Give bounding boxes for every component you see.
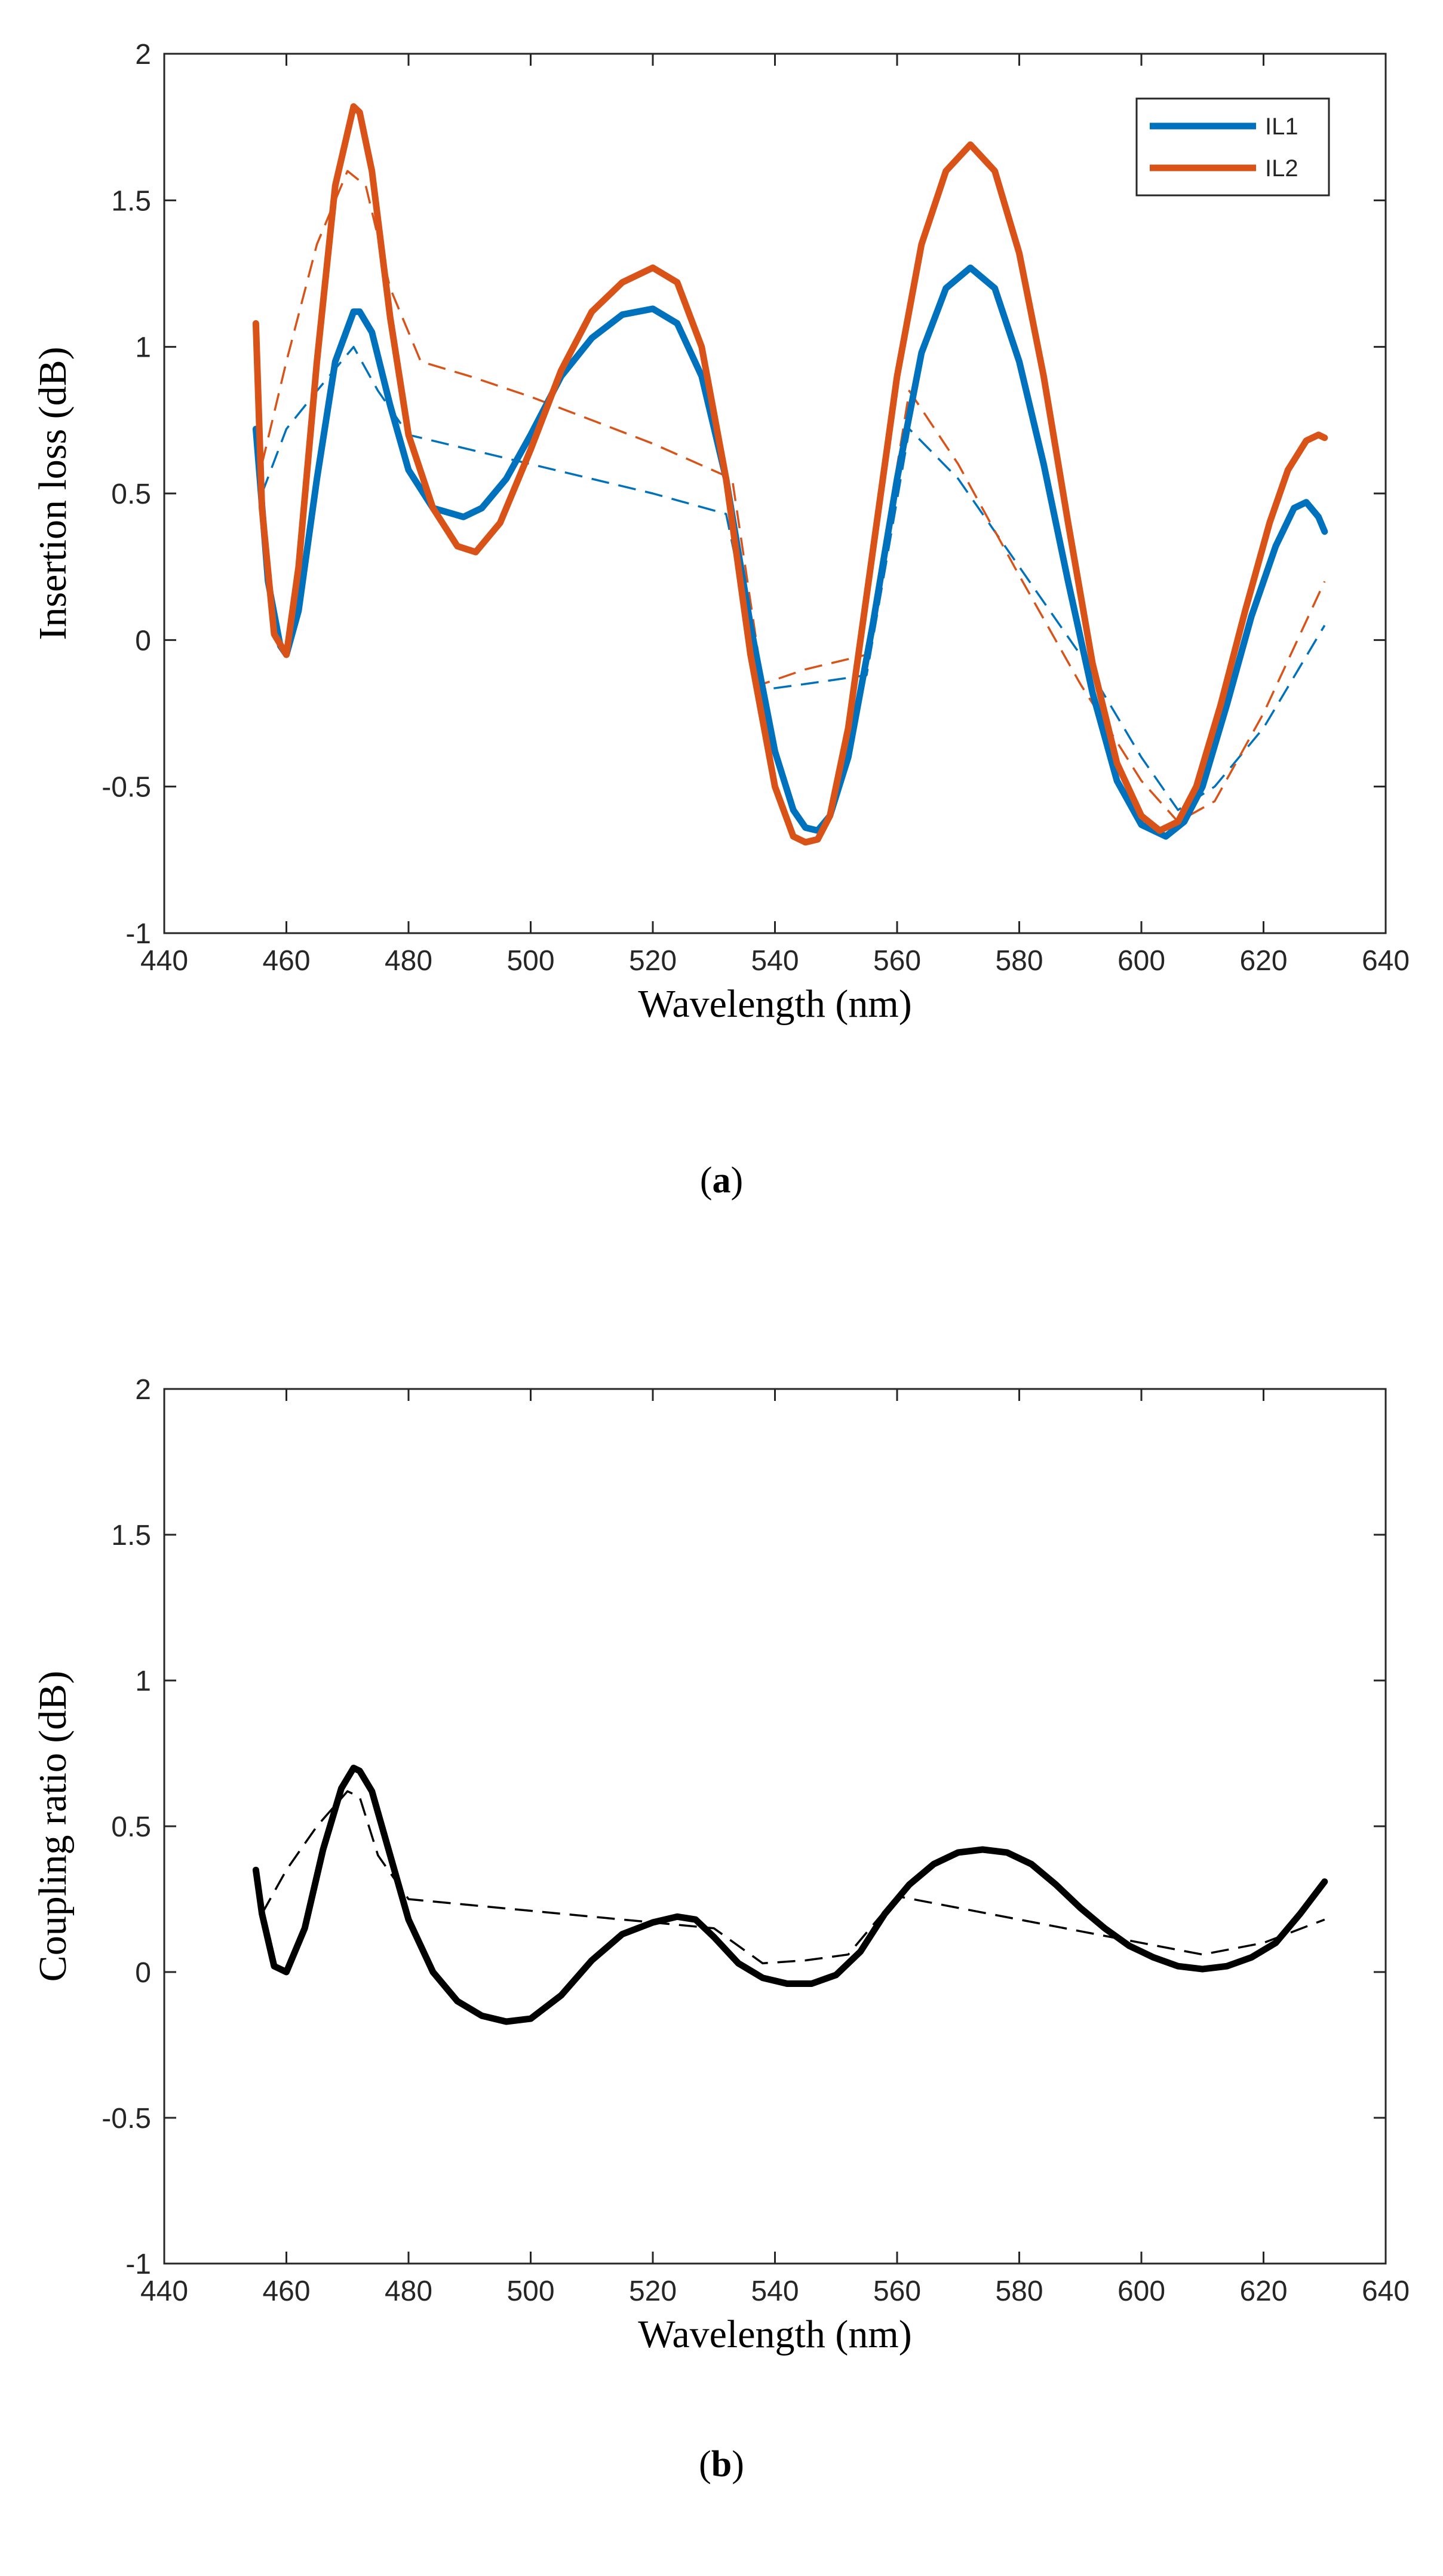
chart-a-series-il2-fit bbox=[260, 170, 1326, 823]
chart-a-xtick-label: 580 bbox=[995, 945, 1043, 977]
chart-a-ytick-label: 1.5 bbox=[111, 185, 151, 217]
chart-b-xtick-label: 620 bbox=[1239, 2276, 1287, 2307]
chart-b-ytick-label: 1 bbox=[135, 1666, 151, 1697]
chart-a-y-axis-label: Insertion loss (dB) bbox=[31, 346, 75, 640]
caption-a: (a) bbox=[700, 1160, 743, 1201]
chart-b-xtick-label: 500 bbox=[506, 2276, 554, 2307]
chart-a-ytick-label: -1 bbox=[125, 918, 151, 950]
chart-b-x-axis-label: Wavelength (nm) bbox=[638, 2313, 911, 2356]
chart-a-legend-label: IL2 bbox=[1265, 155, 1298, 182]
chart-b-ytick-label: 2 bbox=[135, 1374, 151, 1406]
chart-b-xtick-label: 460 bbox=[262, 2276, 310, 2307]
chart-a-series-il1 bbox=[252, 264, 1328, 840]
chart-a-xtick-label: 440 bbox=[140, 945, 188, 977]
caption-a-letter: a bbox=[713, 1160, 731, 1201]
chart-b-ytick-label: 1.5 bbox=[111, 1520, 151, 1551]
caption-b-letter: b bbox=[711, 2444, 732, 2485]
chart-b-ytick-label: 0.5 bbox=[111, 1811, 151, 1843]
chart-a-xtick-label: 480 bbox=[385, 945, 432, 977]
chart-a-xtick-label: 520 bbox=[629, 945, 677, 977]
chart-b-ytick-label: -0.5 bbox=[102, 2103, 151, 2135]
chart-a-legend bbox=[1135, 97, 1330, 197]
chart-a-ytick-label: 1 bbox=[135, 332, 151, 364]
chart-a-xtick-label: 460 bbox=[262, 945, 310, 977]
chart-a-legend-label: IL1 bbox=[1265, 114, 1298, 140]
chart-a-ytick-label: 0.5 bbox=[111, 479, 151, 510]
chart-a-ytick-label: -0.5 bbox=[102, 772, 151, 804]
chart-a-series-il2 bbox=[252, 103, 1328, 846]
chart-b-ytick-label: 0 bbox=[135, 1957, 151, 1989]
chart-a: 440 460 480 500 520 540 560 580 600 620 640 -1 -0.5 0… bbox=[31, 39, 1410, 1026]
chart-a-xtick-label: 620 bbox=[1239, 945, 1287, 977]
chart-a-xtick-label: 560 bbox=[873, 945, 921, 977]
chart-b-xtick-label: 520 bbox=[629, 2276, 677, 2307]
chart-a-xtick-label: 500 bbox=[506, 945, 554, 977]
chart-a-xtick-label: 640 bbox=[1362, 945, 1410, 977]
chart-a-ytick-label: 0 bbox=[135, 625, 151, 657]
chart-b-series-coupling-ratio bbox=[252, 1764, 1328, 2025]
chart-b-xtick-label: 580 bbox=[995, 2276, 1043, 2307]
chart-b-y-axis-label: Coupling ratio (dB) bbox=[31, 1671, 75, 1982]
chart-a-xtick-label: 540 bbox=[751, 945, 799, 977]
chart-b-xtick-label: 560 bbox=[873, 2276, 921, 2307]
chart-b-xtick-label: 640 bbox=[1362, 2276, 1410, 2307]
chart-b-xtick-label: 600 bbox=[1117, 2276, 1165, 2307]
chart-b-axes-box bbox=[163, 1388, 1387, 2265]
chart-b-xtick-label: 540 bbox=[751, 2276, 799, 2307]
chart-b-xtick-label: 440 bbox=[140, 2276, 188, 2307]
chart-a-x-axis-label: Wavelength (nm) bbox=[638, 982, 911, 1026]
chart-b: 440 460 480 500 520 540 560 580 600 620 640 -1 -0.5 0… bbox=[31, 1374, 1410, 2356]
chart-a-xtick-label: 600 bbox=[1117, 945, 1165, 977]
caption-b: (b) bbox=[699, 2444, 744, 2485]
chart-b-xtick-label: 480 bbox=[385, 2276, 432, 2307]
chart-a-ytick-label: 2 bbox=[135, 39, 151, 70]
chart-b-series-coupling-ratio-fit bbox=[261, 1790, 1325, 1965]
chart-b-ytick-label: -1 bbox=[125, 2249, 151, 2280]
